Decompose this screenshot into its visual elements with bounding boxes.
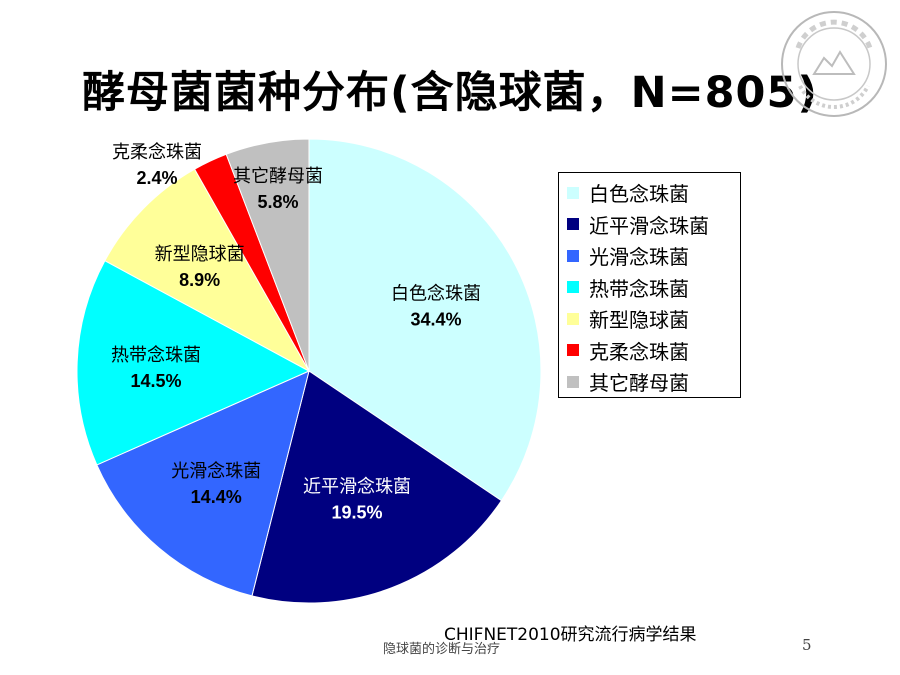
pie-slice <box>251 370 503 604</box>
pie-slice <box>96 370 310 597</box>
legend-swatch <box>567 186 579 199</box>
slice-value-label: 14.5% <box>130 371 181 391</box>
legend-item: 热带念珠菌 <box>567 272 740 304</box>
slice-label: 其它酵母菌 <box>233 166 323 187</box>
slice-label: 光滑念珠菌 <box>171 460 261 482</box>
slice-value-label: 8.9% <box>179 270 220 290</box>
slice-value-label: 34.4% <box>410 309 461 329</box>
slice-value-label: 2.4% <box>136 168 177 188</box>
legend-label: 近平滑念珠菌 <box>589 213 709 238</box>
legend-item: 克柔念珠菌 <box>567 335 740 367</box>
pie-slice <box>308 138 542 502</box>
legend-label: 热带念珠菌 <box>589 276 689 301</box>
legend-swatch <box>567 312 579 325</box>
pie-slice <box>104 168 311 373</box>
legend-item: 白色念珠菌 <box>567 177 740 209</box>
slice-value-label: 19.5% <box>331 503 382 523</box>
legend-swatch <box>567 218 579 231</box>
slice-value-label: 14.4% <box>191 487 242 507</box>
slice-value-label: 5.8% <box>257 192 298 212</box>
legend-label: 其它酵母菌 <box>589 371 689 396</box>
slice-label: 白色念珠菌 <box>391 282 481 304</box>
pie-slice <box>76 260 311 466</box>
legend-label: 新型隐球菌 <box>589 308 689 333</box>
footer-text: 隐球菌的诊断与治疗 <box>383 642 501 657</box>
legend-label: 白色念珠菌 <box>589 182 689 207</box>
slice-label: 近平滑念珠菌 <box>303 476 411 498</box>
slice-label: 热带念珠菌 <box>111 344 201 366</box>
page-number: 5 <box>802 636 812 654</box>
legend-swatch <box>567 344 579 357</box>
legend-swatch <box>567 249 579 262</box>
source-note: CHIFNET2010研究流行病学结果 <box>444 625 697 645</box>
legend-label: 光滑念珠菌 <box>589 245 689 270</box>
university-seal-icon <box>781 11 887 117</box>
legend-swatch <box>567 281 579 294</box>
legend-item: 新型隐球菌 <box>567 303 740 335</box>
page-title: 酵母菌菌种分布(含隐球菌，N=805) <box>81 68 819 118</box>
legend-item: 其它酵母菌 <box>567 366 740 398</box>
slice-label: 克柔念珠菌 <box>112 141 202 163</box>
legend-item: 近平滑念珠菌 <box>567 209 740 241</box>
legend-label: 克柔念珠菌 <box>589 339 689 364</box>
legend-item: 光滑念珠菌 <box>567 240 740 272</box>
legend-swatch <box>567 375 579 388</box>
chart-legend: 白色念珠菌 近平滑念珠菌 光滑念珠菌 热带念珠菌 新型隐球菌 克柔念珠菌 其它酵… <box>558 172 741 398</box>
slice-label: 新型隐球菌 <box>155 244 245 265</box>
pie-slice <box>225 138 310 372</box>
